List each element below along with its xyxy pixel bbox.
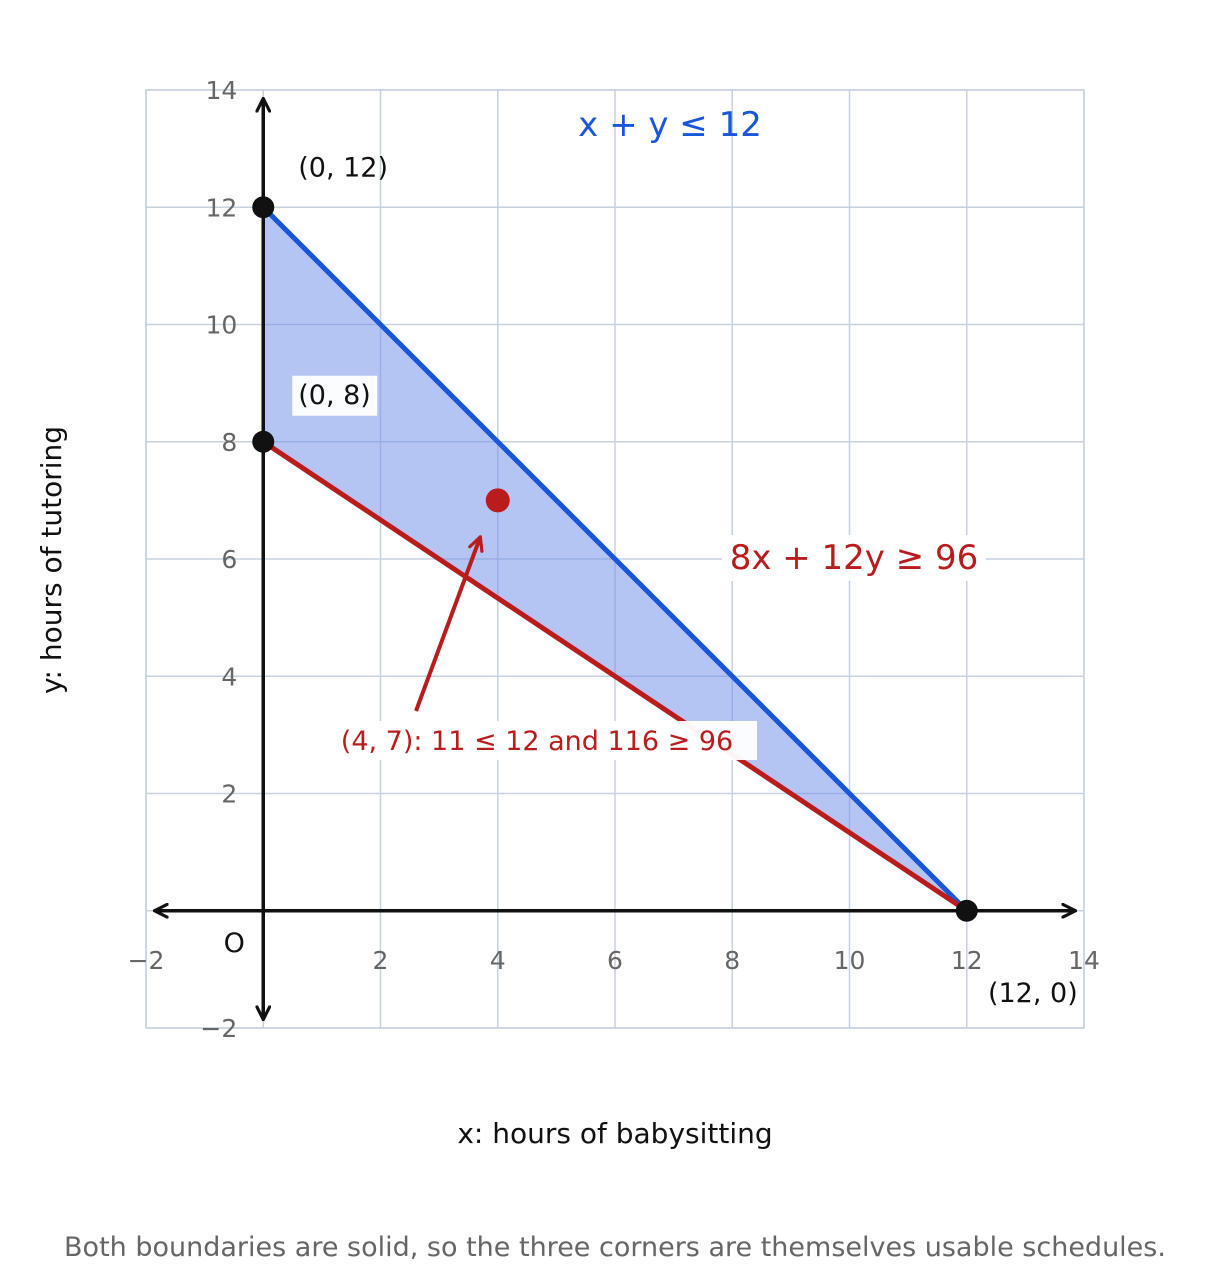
- annotation-background: [316, 721, 757, 760]
- x-axis-title: x: hours of babysitting: [457, 1117, 772, 1150]
- tick-labels-layer: −2 2 4 6 8 10 12 14 −2 2 4 6 8 10 12 14 O: [128, 76, 1100, 1043]
- vertex-point: [252, 196, 275, 219]
- x-tick-label: 4: [490, 946, 506, 975]
- figure-caption: Both boundaries are solid, so the three …: [64, 1232, 1166, 1263]
- test-point: [485, 488, 510, 513]
- x-tick-label: 8: [724, 946, 740, 975]
- y-tick-label: 12: [205, 193, 237, 222]
- vertex-label: (0, 12): [298, 152, 388, 183]
- vertex-label: (12, 0): [988, 978, 1078, 1009]
- vertex-label-background: [292, 375, 378, 416]
- y-tick-label: 8: [221, 428, 237, 457]
- annotation-arrow: [414, 538, 480, 712]
- vertex-label: (0, 8): [298, 380, 371, 411]
- boundary-line-2: [260, 439, 970, 914]
- y-tick-label: −2: [200, 1014, 237, 1043]
- vertex-point: [955, 899, 978, 922]
- y-tick-label: 14: [205, 76, 237, 105]
- points-layer: [252, 196, 978, 922]
- line-label-earnings-constraint: 8x + 12y ≥ 96: [730, 538, 979, 578]
- y-tick-label: 10: [205, 311, 237, 340]
- x-tick-label: 6: [607, 946, 623, 975]
- origin-label: O: [224, 928, 245, 959]
- line-label-background: [722, 535, 986, 581]
- x-tick-label: −2: [128, 946, 165, 975]
- y-axis-title: y: hours of tutoring: [35, 426, 68, 694]
- test-point-annotation: (4, 7): 11 ≤ 12 and 116 ≥ 96: [341, 726, 733, 757]
- y-tick-label: 6: [221, 545, 237, 574]
- annotations-layer: (0, 12) (0, 8) (12, 0) x + y ≤ 12 8x + 12y ≥…: [292, 105, 1078, 1009]
- axes-layer: [156, 100, 1074, 1018]
- y-tick-label: 4: [221, 662, 237, 691]
- x-tick-label: 14: [1068, 946, 1100, 975]
- y-tick-label: 2: [221, 780, 237, 809]
- x-tick-label: 10: [834, 946, 866, 975]
- line-label-sum-constraint: x + y ≤ 12: [578, 105, 762, 145]
- boundary-line-1: [260, 204, 970, 914]
- vertex-point: [252, 430, 275, 453]
- x-tick-label: 2: [373, 946, 389, 975]
- boundary-lines-layer: [260, 204, 970, 914]
- x-tick-label: 12: [951, 946, 983, 975]
